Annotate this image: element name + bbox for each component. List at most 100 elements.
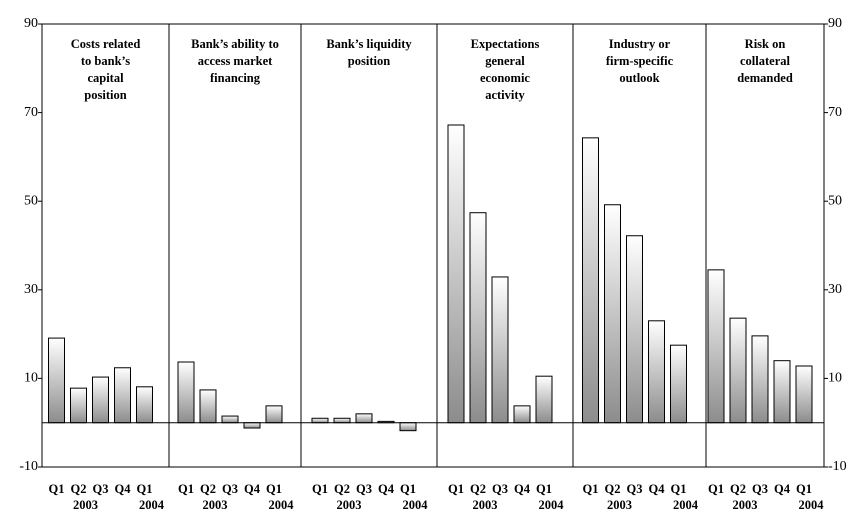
bar	[136, 386, 153, 424]
x-tick-label: Q3	[492, 482, 508, 496]
y2-tick-label: 10	[828, 371, 842, 386]
bar	[469, 212, 487, 424]
bar	[199, 389, 217, 424]
bar	[513, 405, 531, 424]
panel-title: access market	[198, 54, 273, 68]
panel-title: demanded	[737, 71, 793, 85]
y2-tick-label: 50	[828, 193, 842, 208]
year-label: 2004	[539, 498, 565, 512]
year-label: 2004	[673, 498, 699, 512]
bar	[626, 235, 643, 424]
bar	[447, 124, 465, 424]
year-label: 2004	[799, 498, 825, 512]
x-tick-label: Q2	[334, 482, 350, 496]
y2-tick-label: -10	[828, 459, 847, 474]
x-tick-label: Q1	[312, 482, 328, 496]
bar	[582, 137, 599, 424]
year-label: 2003	[607, 498, 632, 512]
x-tick-label: Q1	[448, 482, 464, 496]
panel-title: Expectations	[471, 37, 540, 51]
x-tick-label: Q4	[378, 482, 395, 496]
x-tick-label: Q2	[200, 482, 216, 496]
x-tick-label: Q3	[93, 482, 109, 496]
panel-title: to bank’s	[81, 54, 130, 68]
year-label: 2003	[203, 498, 228, 512]
bar	[707, 269, 725, 424]
x-tick-label: Q4	[115, 482, 132, 496]
bar	[243, 422, 261, 429]
x-tick-label: Q2	[730, 482, 746, 496]
panel-title: activity	[485, 88, 525, 102]
bar	[48, 337, 65, 424]
year-label: 2003	[73, 498, 98, 512]
x-tick-label: Q3	[222, 482, 238, 496]
bar	[355, 413, 373, 424]
panel-title: position	[84, 88, 126, 102]
bar	[311, 417, 329, 424]
bar	[491, 276, 509, 424]
panel-title: position	[348, 54, 390, 68]
year-label: 2004	[139, 498, 165, 512]
x-tick-label: Q4	[244, 482, 261, 496]
year-label: 2003	[473, 498, 498, 512]
panel-title: financing	[210, 71, 261, 85]
y-tick-label: 10	[24, 371, 38, 386]
x-tick-label: Q1	[178, 482, 194, 496]
x-tick-label: Q4	[649, 482, 666, 496]
bar	[177, 361, 195, 424]
x-tick-label: Q1	[266, 482, 282, 496]
x-tick-label: Q4	[774, 482, 791, 496]
year-label: 2003	[337, 498, 362, 512]
bar	[333, 417, 351, 424]
x-tick-label: Q2	[71, 482, 87, 496]
x-tick-label: Q1	[400, 482, 416, 496]
bar	[773, 360, 791, 424]
year-label: 2003	[733, 498, 758, 512]
year-label: 2004	[403, 498, 429, 512]
y-tick-label: 50	[24, 193, 38, 208]
y-tick-label: -10	[19, 459, 38, 474]
y-tick-label: 30	[24, 282, 38, 297]
bar	[648, 320, 665, 424]
year-label: 2004	[269, 498, 295, 512]
bar	[265, 405, 283, 424]
panel-title: capital	[87, 71, 124, 85]
x-tick-label: Q3	[752, 482, 768, 496]
x-tick-label: Q1	[583, 482, 599, 496]
x-tick-label: Q1	[671, 482, 687, 496]
x-tick-label: Q1	[796, 482, 812, 496]
panel-title: economic	[480, 71, 530, 85]
panel-title: Industry or	[609, 37, 671, 51]
panel-title: outlook	[619, 71, 659, 85]
y2-tick-label: 30	[828, 282, 842, 297]
x-tick-label: Q3	[627, 482, 643, 496]
bar	[604, 204, 621, 424]
bar	[221, 415, 239, 424]
panel-title: collateral	[740, 54, 791, 68]
y2-tick-label: 90	[828, 16, 842, 31]
panel-title: firm-specific	[606, 54, 674, 68]
bar	[535, 375, 553, 424]
x-tick-label: Q3	[356, 482, 372, 496]
x-tick-label: Q1	[708, 482, 724, 496]
y-tick-label: 90	[24, 16, 38, 31]
bar	[92, 376, 109, 424]
bar	[114, 367, 131, 424]
bar	[70, 387, 87, 424]
bar	[729, 317, 747, 424]
bar	[795, 365, 813, 424]
panel-title: Bank’s ability to	[191, 37, 279, 51]
panel-title: general	[485, 54, 525, 68]
y-tick-label: 70	[24, 105, 38, 120]
panel-title: Bank’s liquidity	[326, 37, 412, 51]
bar	[399, 422, 417, 432]
x-tick-label: Q4	[514, 482, 531, 496]
plot-frame	[41, 23, 825, 468]
bar	[751, 335, 769, 424]
panel-title: Costs related	[71, 37, 141, 51]
panel-title: Risk on	[745, 37, 786, 51]
x-tick-label: Q2	[470, 482, 486, 496]
x-tick-label: Q1	[49, 482, 65, 496]
